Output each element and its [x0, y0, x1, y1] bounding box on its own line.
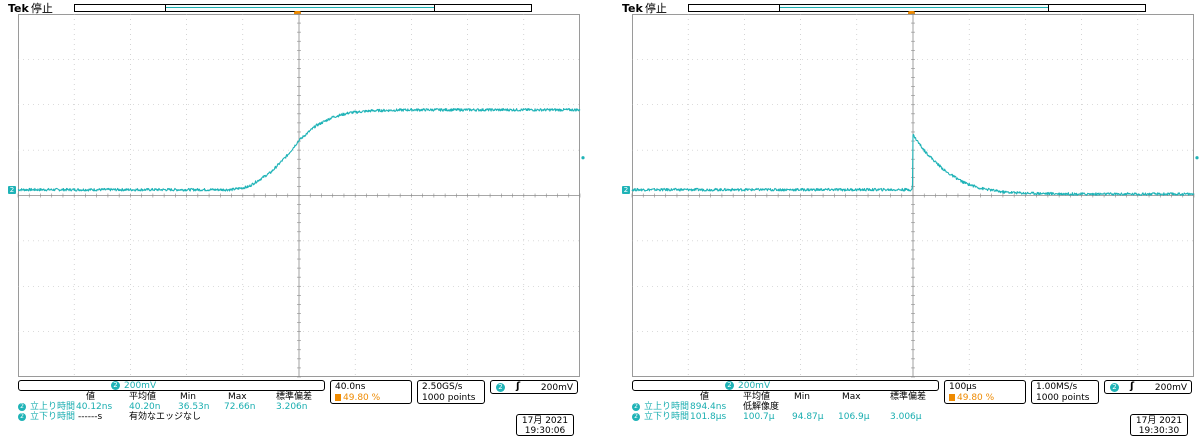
measurement-max: 72.66n: [224, 402, 256, 412]
header-stddev: 標準偏差: [890, 392, 927, 402]
offscreen-reference-marker: [581, 156, 585, 160]
measurement-label: 立上り時間: [30, 402, 76, 412]
waveform-trace: [17, 108, 581, 192]
trigger-level: 200mV: [1154, 383, 1187, 393]
measurement-mean: 低解像度: [743, 402, 780, 412]
channel-badge: 2: [632, 413, 640, 421]
measurement-min: 94.87µ: [792, 412, 824, 422]
measurement-label: 立上り時間: [644, 402, 690, 412]
acquisition-readout[interactable]: 2.50GS/s 1000 points: [417, 380, 485, 404]
timebase-value: 40.0ns: [335, 382, 366, 392]
acquisition-state: 停止: [30, 2, 53, 15]
scope-brand-status: Tek 停止: [622, 3, 667, 15]
channel-scale-readout[interactable]: 2 200mV: [18, 380, 325, 391]
measurement-label: 立下り時間: [644, 412, 690, 422]
timebase-readout[interactable]: 100µs 49.80 %: [944, 380, 1026, 404]
channel-badge: 2: [632, 403, 640, 411]
channel-badge: 2: [725, 381, 734, 390]
measurement-stddev: 3.206n: [276, 402, 308, 412]
channel-scale-readout[interactable]: 2 200mV: [632, 380, 939, 391]
record-view-bar[interactable]: [688, 4, 1146, 12]
time: 19:30:30: [1138, 426, 1180, 436]
record-view-window[interactable]: [779, 5, 1049, 11]
header-value: 値: [86, 392, 96, 402]
trigger-position-small-icon: [335, 394, 341, 401]
measurement-mean: 100.7µ: [743, 412, 775, 422]
header-min: Min: [794, 392, 810, 402]
trigger-channel-badge: 2: [1110, 383, 1119, 392]
channel-scale: 200mV: [738, 381, 771, 391]
measurement-mean: 40.20n: [129, 402, 161, 412]
header-mean: 平均値: [129, 392, 157, 402]
date-time-readout: 17月 2021 19:30:06: [516, 414, 574, 436]
acquisition-readout[interactable]: 1.00MS/s 1000 points: [1031, 380, 1099, 404]
measurement-value: 894.4ns: [690, 402, 727, 412]
rising-edge-icon: ʃ: [1130, 381, 1135, 392]
measurement-label: 立下り時間: [30, 412, 76, 422]
header-min: Min: [180, 392, 196, 402]
offscreen-reference-marker: [1195, 156, 1199, 160]
record-view-bar[interactable]: [74, 4, 532, 12]
header-max: Max: [842, 392, 861, 402]
date-time-readout: 17月 2021 19:30:30: [1130, 414, 1188, 436]
trigger-readout[interactable]: 2 ʃ 200mV: [1104, 380, 1192, 394]
date: 17月 2021: [1135, 416, 1183, 426]
waveform-plot: [17, 13, 585, 378]
acquisition-state: 停止: [644, 2, 667, 15]
channel-2-ground-marker[interactable]: 2: [622, 186, 630, 194]
scope-brand-status: Tek 停止: [8, 3, 53, 15]
header-stddev: 標準偏差: [276, 392, 313, 402]
brand-logo: Tek: [622, 2, 643, 15]
trigger-position-value: 49.80 %: [343, 393, 381, 403]
record-length: 1000 points: [1036, 393, 1090, 403]
trigger-position-small-icon: [949, 394, 955, 401]
header-value: 値: [700, 392, 710, 402]
sample-rate: 1.00MS/s: [1036, 382, 1078, 392]
waveform-plot: [631, 13, 1199, 378]
measurement-min: 36.53n: [178, 402, 210, 412]
waveform-trace: [631, 133, 1195, 196]
rising-edge-icon: ʃ: [516, 381, 521, 392]
trigger-channel-badge: 2: [496, 383, 505, 392]
date: 17月 2021: [521, 416, 569, 426]
measurement-max: 106.9µ: [838, 412, 870, 422]
trigger-level: 200mV: [540, 383, 573, 393]
oscilloscope-screen-right: Tek 停止 2 2 200mV 100µs 49.80 % 1.00MS/s 10…: [622, 0, 1199, 437]
header-max: Max: [228, 392, 247, 402]
measurement-value: 101.8µs: [690, 412, 727, 422]
trigger-position-value: 49.80 %: [957, 393, 995, 403]
measurement-value: ------s: [78, 412, 103, 422]
channel-badge: 2: [18, 403, 26, 411]
time: 19:30:06: [524, 426, 566, 436]
trigger-readout[interactable]: 2 ʃ 200mV: [490, 380, 578, 394]
record-view-window[interactable]: [165, 5, 435, 11]
channel-badge: 2: [18, 413, 26, 421]
measurement-note: 有効なエッジなし: [129, 412, 202, 422]
record-length: 1000 points: [422, 393, 476, 403]
channel-2-ground-marker[interactable]: 2: [8, 186, 16, 194]
oscilloscope-screen-left: Tek 停止 2 2 200mV 40.0ns 49.80 % 2.50GS/s 1…: [8, 0, 585, 437]
measurement-stddev: 3.006µ: [890, 412, 922, 422]
channel-badge: 2: [111, 381, 120, 390]
timebase-value: 100µs: [949, 382, 977, 392]
measurement-value: 40.12ns: [76, 402, 113, 412]
sample-rate: 2.50GS/s: [422, 382, 463, 392]
header-mean: 平均値: [743, 392, 771, 402]
channel-scale: 200mV: [124, 381, 157, 391]
brand-logo: Tek: [8, 2, 29, 15]
timebase-readout[interactable]: 40.0ns 49.80 %: [330, 380, 412, 404]
